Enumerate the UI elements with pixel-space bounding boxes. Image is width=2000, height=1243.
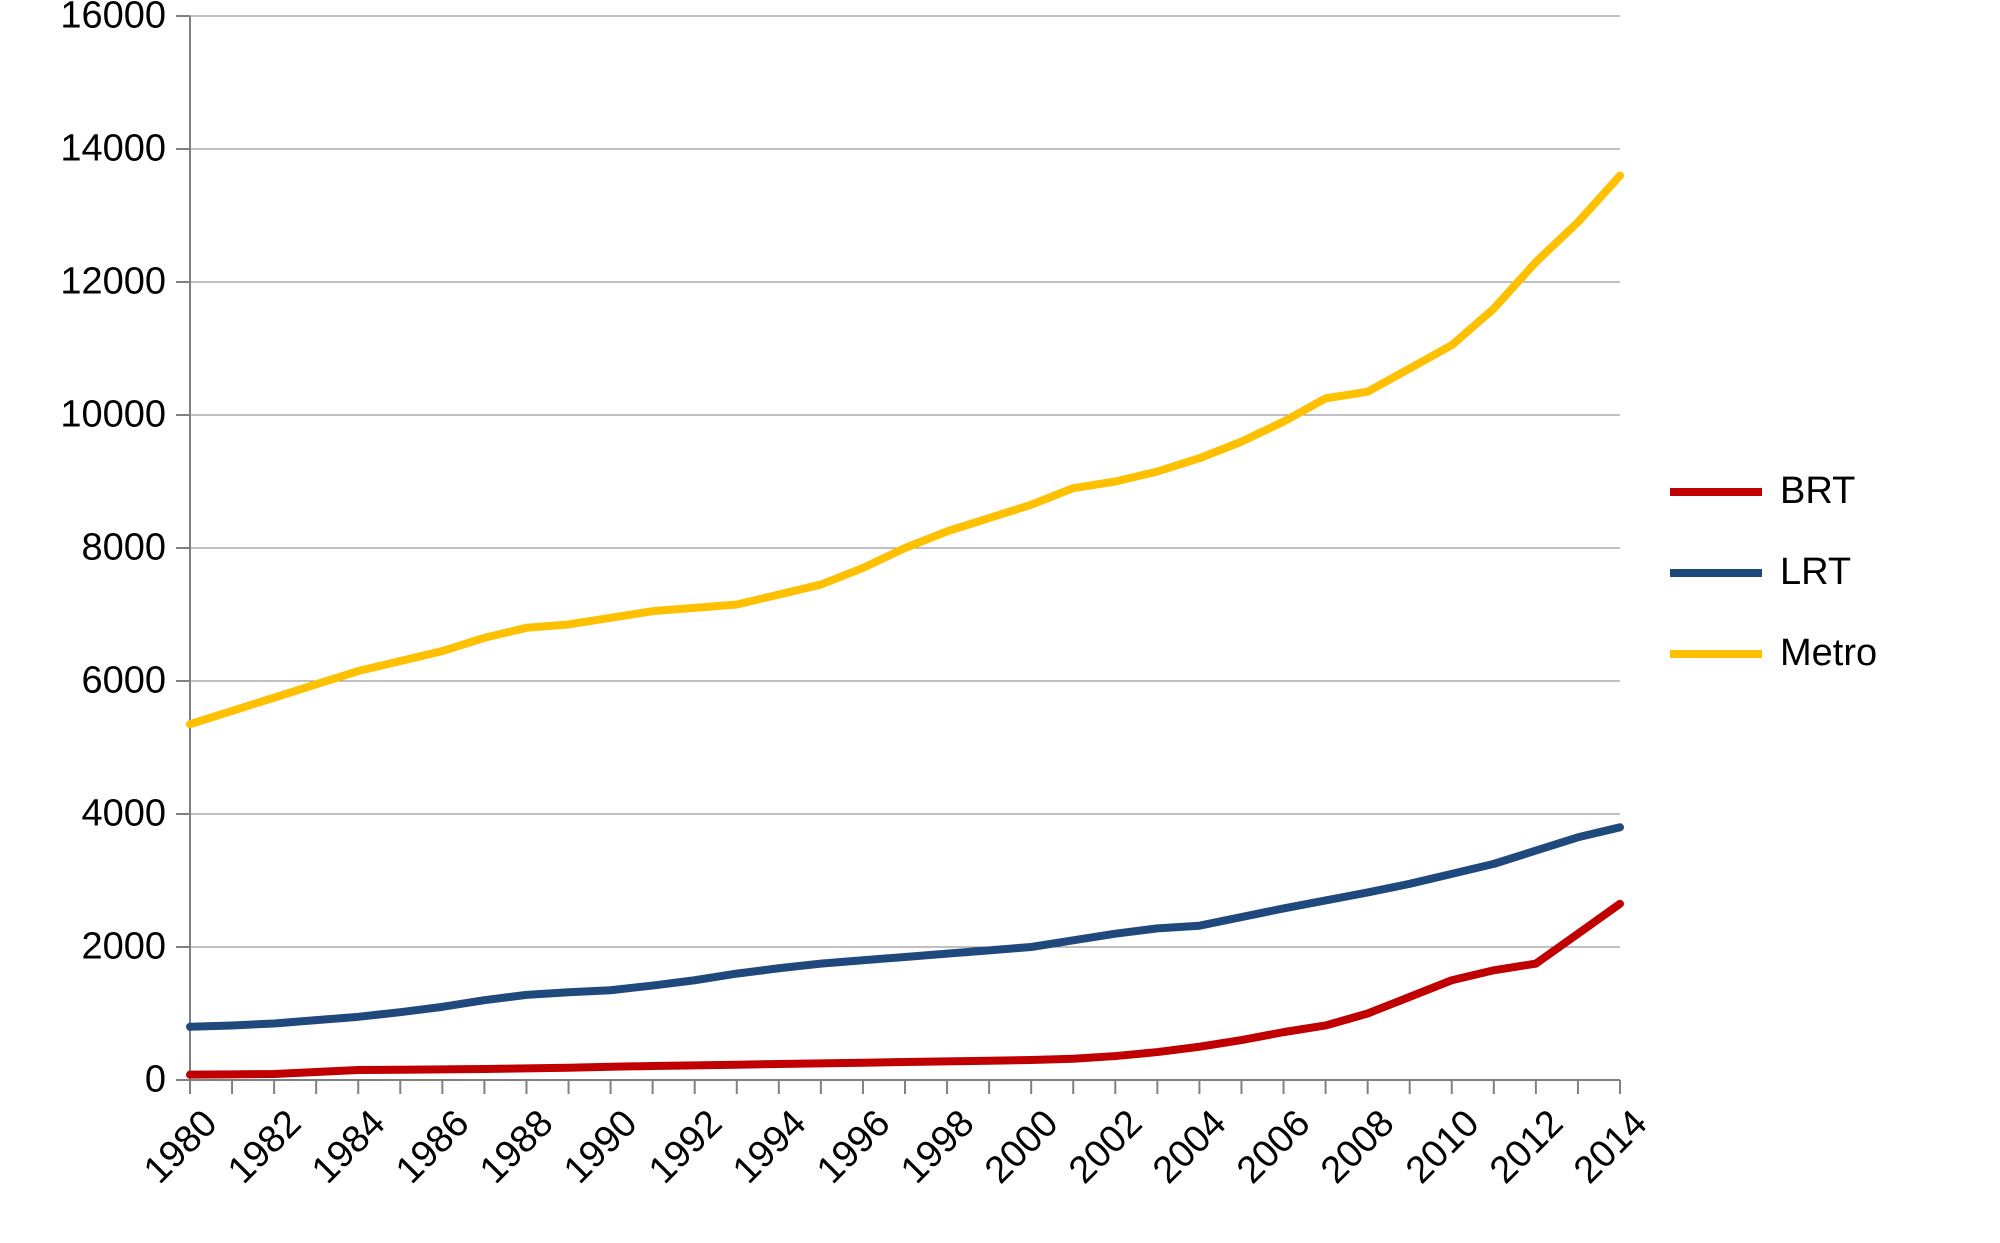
y-tick-label: 4000 [81,793,166,836]
y-tick-label: 14000 [60,128,166,171]
legend: BRT LRT Metro [1670,470,1877,675]
y-tick-label: 6000 [81,660,166,703]
legend-item-lrt: LRT [1670,551,1877,594]
series-line-metro [190,176,1620,725]
legend-label: Metro [1780,632,1877,675]
legend-swatch [1670,569,1762,577]
y-tick-label: 2000 [81,926,166,969]
y-tick-label: 8000 [81,527,166,570]
legend-label: LRT [1780,551,1851,594]
legend-swatch [1670,488,1762,496]
legend-item-brt: BRT [1670,470,1877,513]
y-tick-label: 0 [145,1059,166,1102]
legend-label: BRT [1780,470,1855,513]
legend-item-metro: Metro [1670,632,1877,675]
line-chart: BRT LRT Metro 0 2000 4000 6000 8000 10000 12000 1… [0,0,2000,1243]
y-tick-label: 10000 [60,394,166,437]
y-tick-label: 12000 [60,261,166,304]
y-tick-label: 16000 [60,0,166,38]
series-line-brt [190,904,1620,1075]
legend-swatch [1670,650,1762,658]
